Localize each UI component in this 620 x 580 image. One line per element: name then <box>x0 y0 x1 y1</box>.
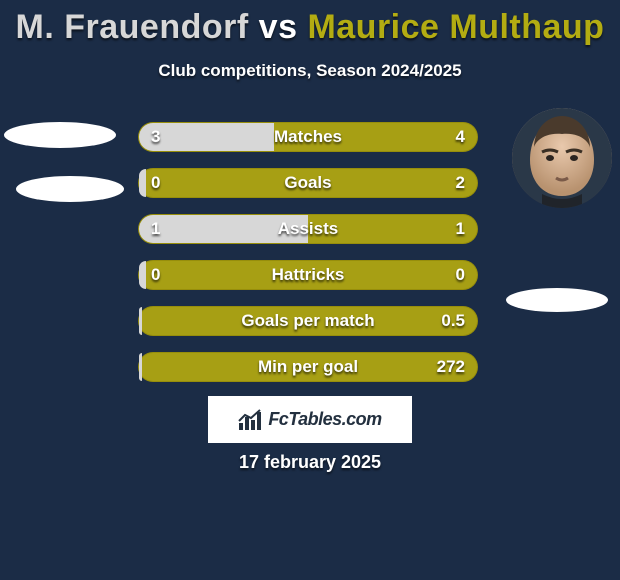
bar-row: 34Matches <box>138 122 478 152</box>
date-label: 17 february 2025 <box>0 452 620 473</box>
bar-row: 02Goals <box>138 168 478 198</box>
bar-label: Goals <box>139 169 477 197</box>
avatar-left-placeholder-1 <box>4 122 116 148</box>
logo-text: FcTables.com <box>268 409 381 430</box>
bar-row: 0.5Goals per match <box>138 306 478 336</box>
bar-row: 272Min per goal <box>138 352 478 382</box>
subtitle: Club competitions, Season 2024/2025 <box>0 61 620 81</box>
face-placeholder-icon <box>512 108 612 208</box>
vs-label: vs <box>259 8 298 46</box>
bar-label: Assists <box>139 215 477 243</box>
bar-label: Matches <box>139 123 477 151</box>
comparison-title: M. Frauendorf vs Maurice Multhaup <box>0 0 620 47</box>
bar-chart-icon <box>238 409 262 431</box>
player2-name: Maurice Multhaup <box>307 8 604 46</box>
bar-label: Goals per match <box>139 307 477 335</box>
fctables-logo[interactable]: FcTables.com <box>208 396 412 443</box>
player2-avatar <box>512 108 612 208</box>
bar-row: 00Hattricks <box>138 260 478 290</box>
comparison-bars: 34Matches 02Goals 11Assists 00Hattricks 0.5G… <box>138 122 478 398</box>
bar-label: Hattricks <box>139 261 477 289</box>
avatar-left-placeholder-2 <box>16 176 124 202</box>
bar-label: Min per goal <box>139 353 477 381</box>
player2-club-badge-placeholder <box>506 288 608 312</box>
bar-row: 11Assists <box>138 214 478 244</box>
player1-name: M. Frauendorf <box>16 8 249 46</box>
